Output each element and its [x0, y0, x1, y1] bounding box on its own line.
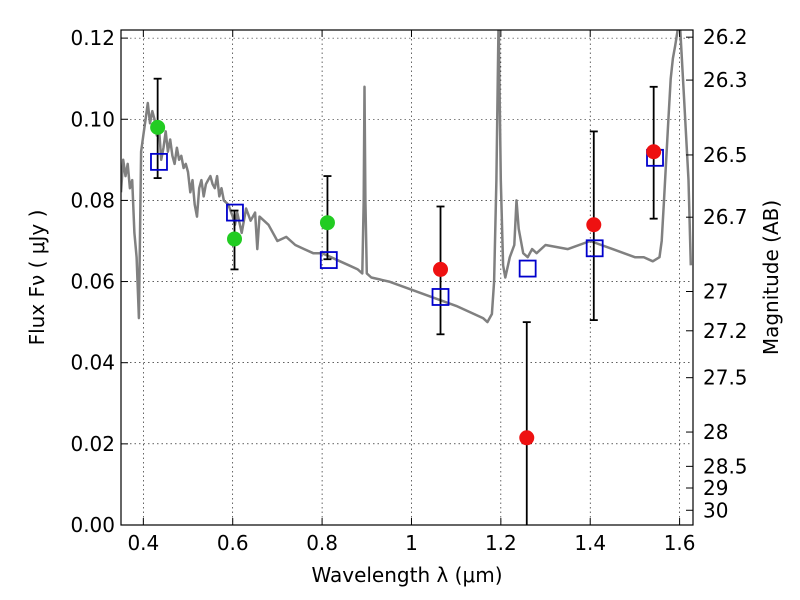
model-photometry-point [431, 288, 450, 306]
right-tick-label: 29 [703, 476, 728, 500]
right-tick-label: 28.5 [703, 454, 748, 478]
tick-labels: 0.4 0.6 0.8 1 1.2 1.4 1.6 0.00 0.02 0.04 0.06 0.08 0… [70, 25, 747, 555]
nir-data-point [646, 144, 662, 160]
right-tick-label: 26.5 [703, 143, 748, 167]
optical-data-point [150, 119, 166, 135]
right-tick-label: 27.2 [703, 319, 748, 343]
optical-data-point [319, 215, 335, 231]
right-tick-label: 28 [703, 420, 728, 444]
optical-data-point [227, 231, 243, 247]
y-tick-label: 0.10 [70, 107, 115, 131]
nir-data-point [586, 217, 602, 233]
right-tick-label: 26.2 [703, 25, 748, 49]
nir-data-point [519, 430, 535, 446]
y-tick-label: 0.08 [70, 188, 115, 212]
plot-area [121, 30, 693, 525]
plot-frame [120, 29, 694, 526]
right-tick-label: 26.7 [703, 205, 748, 229]
y-tick-label: 0.04 [70, 351, 115, 375]
x-tick-label: 1.4 [574, 531, 606, 555]
y-tick-label: 0.06 [70, 270, 115, 294]
y-axis-right-label: Magnitude (AB) [759, 200, 783, 355]
right-tick-label: 30 [703, 498, 728, 522]
x-tick-label: 1.2 [485, 531, 517, 555]
x-tick-label: 0.8 [306, 531, 338, 555]
grid-layer [121, 30, 693, 526]
x-axis-label: Wavelength λ (μm) [311, 563, 502, 587]
nir-data-point [433, 261, 449, 277]
y-tick-label: 0.00 [70, 513, 115, 537]
right-tick-label: 26.3 [703, 68, 748, 92]
axes-frame [120, 29, 694, 526]
model-spectrum-line [121, 30, 693, 324]
axis-labels: Wavelength λ (μm) Flux Fν ( μJy ) Magnit… [25, 200, 783, 587]
right-tick-label: 27 [703, 280, 728, 304]
model-photometry-point [226, 203, 244, 222]
model-photometry-point [585, 239, 604, 258]
y-tick-label: 0.12 [70, 26, 115, 50]
x-tick-label: 1.6 [664, 531, 696, 555]
model-photometry-point [518, 259, 537, 278]
y-tick-label: 0.02 [70, 432, 115, 456]
model-photometry-point [150, 152, 168, 171]
x-tick-label: 0.6 [217, 531, 249, 555]
y-axis-label: Flux Fν ( μJy ) [25, 210, 49, 346]
model-photometry-point [319, 251, 338, 269]
right-tick-label: 27.5 [703, 366, 748, 390]
x-tick-label: 0.4 [127, 531, 159, 555]
x-tick-label: 1 [405, 531, 418, 555]
